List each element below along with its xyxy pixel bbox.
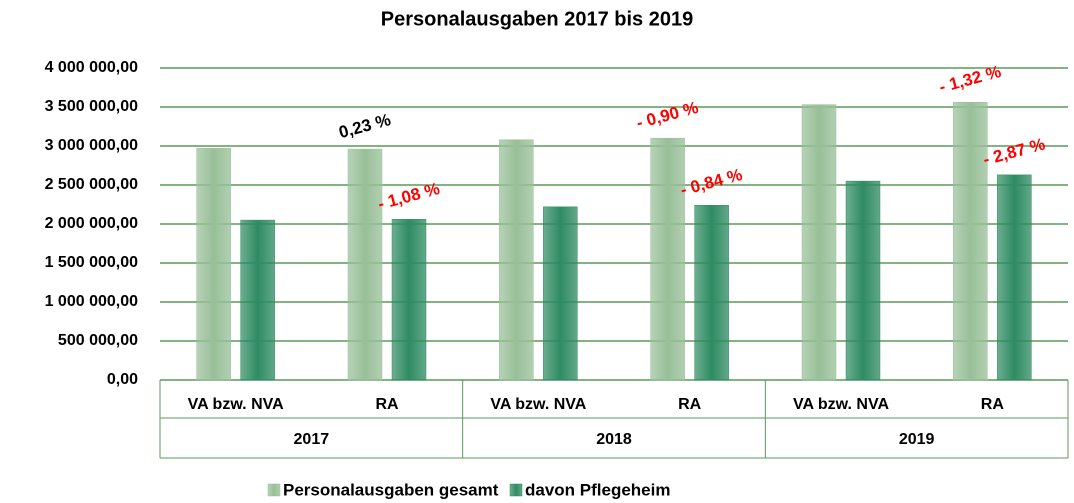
bar — [543, 206, 578, 381]
y-tick-label: 2 500 000,00 — [45, 176, 139, 193]
bar — [845, 180, 881, 381]
y-tick-label: 2 000 000,00 — [45, 215, 139, 232]
annotation: - 2,87 % — [981, 135, 1047, 170]
y-tick-label: 1 500 000,00 — [45, 254, 139, 271]
bar — [240, 219, 275, 381]
annotation: - 1,32 % — [937, 62, 1003, 97]
y-tick-label: 500 000,00 — [58, 332, 138, 349]
annotation: - 1,08 % — [376, 179, 442, 214]
annotation: - 0,90 % — [634, 98, 700, 133]
x-tick-label: RA — [375, 396, 399, 413]
bar — [997, 174, 1032, 381]
y-tick-label: 4 000 000,00 — [45, 59, 139, 76]
bar — [953, 102, 988, 381]
x-tick-label: RA — [981, 396, 1005, 413]
legend-swatch — [509, 483, 523, 497]
group-label: 2018 — [596, 431, 632, 448]
legend-swatch — [267, 483, 281, 497]
x-tick-label: RA — [678, 396, 702, 413]
legend-label: Personalausgaben gesamt — [283, 480, 499, 499]
group-label: 2019 — [899, 431, 935, 448]
x-tick-label: VA bzw. NVA — [490, 396, 586, 413]
legend-label: davon Pflegeheim — [525, 480, 670, 499]
x-tick-label: VA bzw. NVA — [188, 396, 284, 413]
annotation: - 0,84 % — [678, 165, 744, 200]
bar — [499, 139, 534, 381]
group-label: 2017 — [294, 431, 330, 448]
bar — [801, 104, 837, 381]
y-tick-label: 3 500 000,00 — [45, 98, 139, 115]
bar — [196, 148, 231, 381]
y-tick-label: 1 000 000,00 — [45, 293, 139, 310]
annotation: 0,23 % — [337, 110, 393, 142]
y-tick-label: 3 000 000,00 — [45, 137, 139, 154]
chart-title: Personalausgaben 2017 bis 2019 — [381, 8, 693, 30]
bar — [391, 219, 427, 381]
bar — [347, 148, 383, 381]
x-tick-label: VA bzw. NVA — [793, 396, 889, 413]
y-tick-label: 0,00 — [107, 371, 138, 388]
bar — [650, 137, 685, 381]
bar — [694, 205, 729, 381]
